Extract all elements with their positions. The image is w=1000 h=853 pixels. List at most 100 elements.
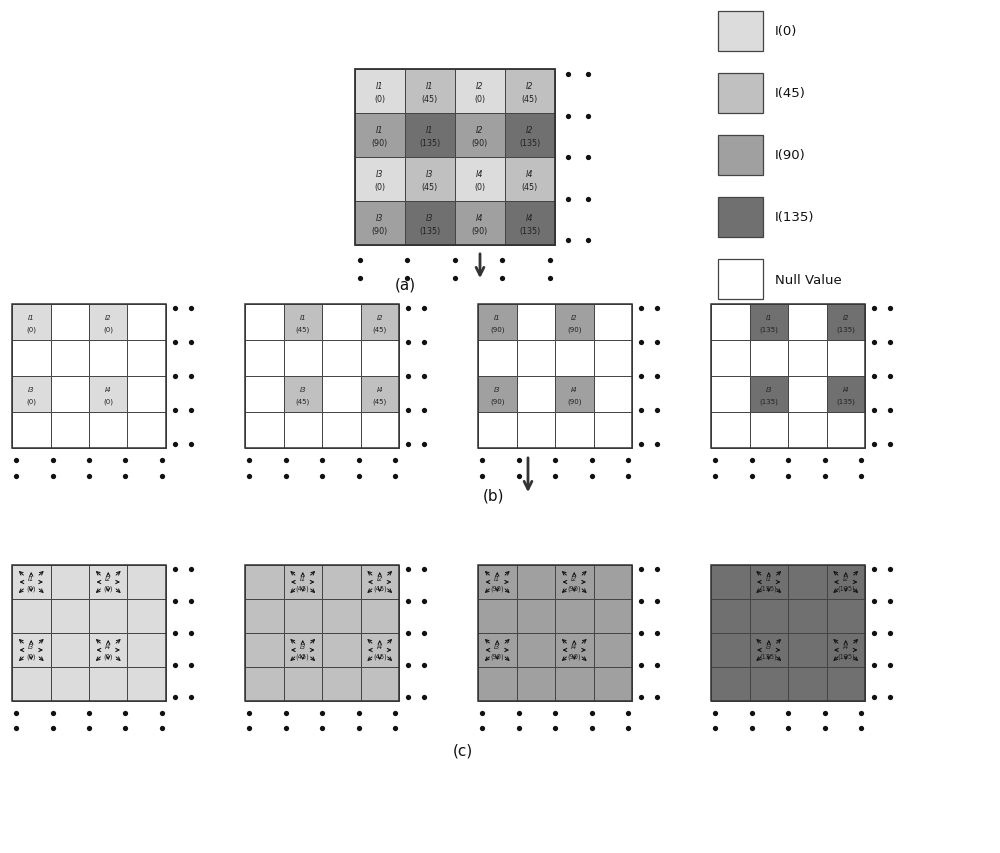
Bar xyxy=(750,633,788,667)
Bar xyxy=(750,305,788,340)
Text: I4: I4 xyxy=(571,387,578,393)
Bar xyxy=(516,633,555,667)
Bar xyxy=(711,633,750,667)
Bar xyxy=(555,633,594,667)
Bar xyxy=(89,600,128,633)
Text: (135): (135) xyxy=(419,139,441,148)
Text: I4: I4 xyxy=(476,213,484,223)
Text: I4: I4 xyxy=(476,170,484,178)
Text: I3: I3 xyxy=(28,643,34,649)
Text: I4: I4 xyxy=(105,387,112,393)
Text: I4: I4 xyxy=(843,643,849,649)
Text: (90): (90) xyxy=(567,326,582,333)
Bar xyxy=(750,600,788,633)
Bar xyxy=(355,113,405,158)
Bar xyxy=(594,413,632,449)
Bar xyxy=(594,633,632,667)
Bar xyxy=(361,376,399,413)
Bar xyxy=(322,413,360,449)
Bar xyxy=(361,305,399,340)
Bar xyxy=(12,413,50,449)
Bar xyxy=(128,566,166,600)
Bar xyxy=(89,413,128,449)
Text: (45): (45) xyxy=(373,397,387,404)
Bar xyxy=(355,70,555,246)
Text: (135): (135) xyxy=(419,227,441,236)
Bar xyxy=(284,305,322,340)
Bar xyxy=(718,74,763,113)
Bar xyxy=(555,566,594,600)
Text: I3: I3 xyxy=(426,213,434,223)
Text: I4: I4 xyxy=(842,387,849,393)
Text: I2: I2 xyxy=(476,82,484,90)
Text: I3: I3 xyxy=(300,643,306,649)
Bar xyxy=(555,305,594,340)
Bar xyxy=(788,667,827,701)
Bar xyxy=(322,667,360,701)
Bar xyxy=(245,566,399,701)
Bar xyxy=(245,633,284,667)
Bar xyxy=(245,340,284,376)
Bar xyxy=(361,667,399,701)
Text: I1: I1 xyxy=(376,125,384,135)
Text: I(45): I(45) xyxy=(775,87,806,101)
Text: (90): (90) xyxy=(490,653,504,659)
Bar xyxy=(361,340,399,376)
Text: I2: I2 xyxy=(377,575,383,581)
Text: I(0): I(0) xyxy=(775,26,797,38)
Text: I1: I1 xyxy=(28,575,34,581)
Text: (135): (135) xyxy=(836,326,855,333)
Text: (45): (45) xyxy=(522,96,538,104)
Bar xyxy=(128,667,166,701)
Bar xyxy=(478,600,516,633)
Bar xyxy=(594,667,632,701)
Text: I2: I2 xyxy=(842,315,849,321)
Bar xyxy=(245,376,284,413)
Text: I2: I2 xyxy=(843,575,849,581)
Bar xyxy=(505,70,555,113)
Bar xyxy=(555,667,594,701)
Text: (90): (90) xyxy=(490,585,504,592)
Bar xyxy=(711,305,750,340)
Bar xyxy=(750,376,788,413)
Bar xyxy=(594,376,632,413)
Text: (0): (0) xyxy=(103,397,113,404)
Text: (90): (90) xyxy=(567,585,581,592)
Text: (135): (135) xyxy=(759,326,778,333)
Bar xyxy=(788,633,827,667)
Bar xyxy=(555,376,594,413)
Bar xyxy=(478,340,516,376)
Bar xyxy=(355,158,405,202)
Text: I3: I3 xyxy=(299,387,306,393)
Text: I1: I1 xyxy=(426,125,434,135)
Text: I1: I1 xyxy=(766,575,772,581)
Bar xyxy=(284,667,322,701)
Text: (45): (45) xyxy=(373,326,387,333)
Bar xyxy=(12,305,50,340)
Text: I3: I3 xyxy=(28,387,35,393)
Bar xyxy=(89,376,128,413)
Text: I1: I1 xyxy=(300,575,306,581)
Bar xyxy=(128,633,166,667)
Text: I4: I4 xyxy=(526,213,534,223)
Bar xyxy=(455,202,505,246)
Bar xyxy=(826,667,865,701)
Bar xyxy=(516,413,555,449)
Bar xyxy=(555,600,594,633)
Bar xyxy=(89,305,128,340)
Text: (135): (135) xyxy=(519,139,541,148)
Bar xyxy=(50,667,89,701)
Bar xyxy=(711,305,865,449)
Bar xyxy=(516,340,555,376)
Bar xyxy=(478,305,632,449)
Bar xyxy=(245,667,284,701)
Text: (135): (135) xyxy=(836,397,855,404)
Text: I1: I1 xyxy=(494,315,501,321)
Bar xyxy=(284,600,322,633)
Bar xyxy=(50,305,89,340)
Text: I2: I2 xyxy=(571,315,578,321)
Bar xyxy=(516,566,555,600)
Bar xyxy=(322,305,360,340)
Bar xyxy=(89,566,128,600)
Text: I4: I4 xyxy=(376,387,383,393)
